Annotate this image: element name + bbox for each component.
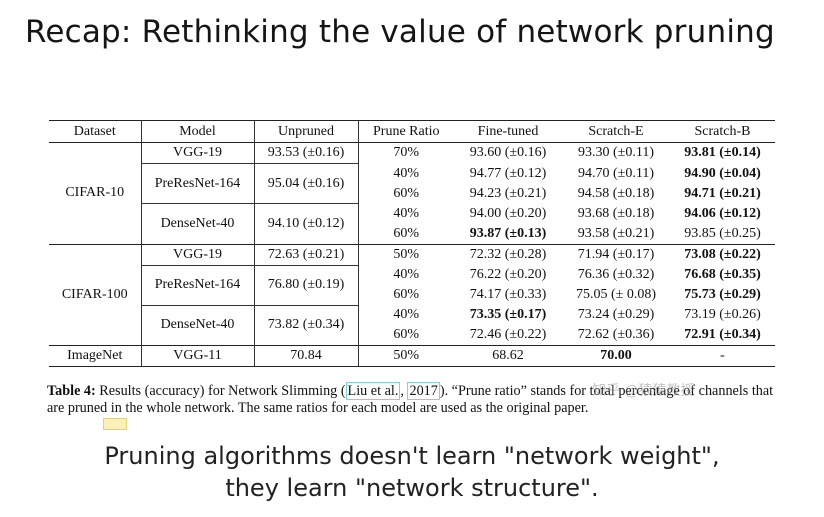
table-row: 60% 72.46 (±0.22) 72.62 (±0.36) 72.91 (±0.3… (49, 325, 775, 346)
cell-model: PreResNet-164 (141, 264, 255, 305)
cell-scratch-e: 71.94 (±0.17) (562, 243, 670, 265)
header-prune-ratio: Prune Ratio (373, 123, 440, 139)
cell-model: VGG-19 (141, 243, 255, 265)
cell-scratch-e: 93.68 (±0.18) (577, 205, 655, 221)
cell-scratch-b: 76.68 (±0.35) (684, 267, 761, 282)
citation-year-link[interactable]: 2017 (407, 382, 440, 400)
cell-dataset: ImageNet (49, 345, 142, 367)
cell-scratch-b: 72.91 (±0.34) (684, 327, 761, 342)
table-row: CIFAR-100 VGG-19 72.63 (±0.21) 50% 72.32 (±0… (49, 243, 775, 346)
cell-scratch-e: 94.70 (±0.11) (578, 165, 654, 181)
cell-scratch-e: 75.05 (± 0.08) (575, 287, 656, 302)
cell-prune-ratio: 40% (393, 165, 420, 181)
cell-unpruned: 95.04 (±0.16) (254, 163, 359, 204)
cell-prune-ratio: 60% (393, 287, 420, 302)
cell-scratch-e: 73.24 (±0.29) (577, 307, 655, 322)
citation-author-link[interactable]: Liu et al. (345, 382, 401, 400)
citation-separator: , (400, 383, 408, 399)
cell-prune-ratio: 70% (393, 145, 420, 161)
table-row: DenseNet-40 94.10 (±0.12) 40% 94.00 (±0.20)… (49, 203, 775, 244)
cell-unpruned: 70.84 (254, 345, 359, 367)
cell-scratch-b: 94.06 (±0.12) (684, 205, 761, 221)
cell-fine-tuned: 68.62 (454, 345, 562, 367)
header-scratch-e: Scratch-E (588, 123, 644, 139)
table-row: 60% 93.87 (±0.13) 93.58 (±0.21) 93.85 (±0.2… (49, 224, 775, 245)
cell-scratch-b: 93.85 (±0.25) (684, 225, 761, 241)
cell-scratch-b: 73.19 (±0.26) (684, 307, 761, 322)
table-row: 60% 74.17 (±0.33) 75.05 (± 0.08) 75.73 (±0.… (49, 285, 775, 305)
cell-scratch-e: 93.58 (±0.21) (577, 225, 655, 241)
cell-fine-tuned: 93.87 (±0.13) (469, 225, 547, 241)
table-body: CIFAR-10 VGG-19 93.53 (±0.16) 70% 93.60 (±0.… (49, 142, 775, 367)
cell-unpruned: 73.82 (±0.34) (254, 304, 359, 346)
cell-scratch-b: 94.90 (±0.04) (684, 165, 761, 181)
header-scratch-b: Scratch-B (694, 123, 751, 139)
takeaway-text: Pruning algorithms doesn't learn "networ… (104, 442, 720, 502)
header-model: Model (141, 120, 255, 143)
watermark: 知乎 @猿猿教授 (592, 383, 695, 399)
cell-fine-tuned: 94.77 (±0.12) (469, 165, 547, 181)
cell-scratch-b: 93.81 (±0.14) (684, 145, 761, 161)
table-row: 60% 94.23 (±0.21) 94.58 (±0.18) 94.71 (±0.2… (49, 184, 775, 204)
cell-scratch-e: 72.62 (±0.36) (577, 327, 655, 342)
cell-prune-ratio: 50% (358, 345, 454, 367)
table-row: DenseNet-40 73.82 (±0.34) 40% 73.35 (±0.17)… (49, 304, 775, 346)
caption-text-after: ). “Prune ratio” stands for total percen… (47, 383, 774, 416)
cell-model: DenseNet-40 (141, 304, 255, 346)
header-unpruned: Unpruned (254, 120, 359, 143)
table-header-row: Dataset Model Unpruned Prune Ratio Fine-… (49, 120, 775, 143)
table-row: ImageNet VGG-11 70.84 50% 68.62 70.00- (49, 345, 775, 367)
cell-scratch-e: 76.36 (±0.32) (577, 267, 655, 282)
slide-title: Recap: Rethinking the value of network p… (25, 14, 775, 50)
annotation-note-marker[interactable] (103, 418, 127, 430)
cell-unpruned: 76.80 (±0.19) (254, 264, 359, 305)
cell-prune-ratio: 60% (393, 225, 420, 241)
cell-fine-tuned: 73.35 (±0.17) (469, 307, 547, 322)
cell-fine-tuned: 72.46 (±0.22) (469, 327, 547, 342)
cell-scratch-e: 93.30 (±0.11) (578, 145, 654, 161)
results-table: Dataset Model Unpruned Prune Ratio Fine-… (49, 120, 775, 367)
cell-model: VGG-19 (141, 142, 255, 164)
cell-prune-ratio: 60% (393, 185, 420, 201)
table-row: CIFAR-10 VGG-19 93.53 (±0.16) 70% 93.60 (±0.… (49, 142, 775, 244)
table-caption: Table 4: Results (accuracy) for Network … (47, 382, 787, 417)
header-fine-tuned: Fine-tuned (477, 123, 539, 139)
table-row: PreResNet-164 95.04 (±0.16) 40% 94.77 (±0.1… (49, 163, 775, 204)
cell-unpruned: 72.63 (±0.21) (254, 243, 359, 265)
cell-prune-ratio: 40% (393, 307, 420, 322)
cell-model: PreResNet-164 (141, 163, 255, 204)
cell-scratch-e: 94.58 (±0.18) (577, 185, 655, 201)
cell-fine-tuned: 74.17 (±0.33) (469, 287, 547, 302)
cell-scratch-b: 73.08 (±0.22) (670, 243, 775, 265)
cell-scratch-e: 70.00 (562, 345, 670, 367)
table-row: PreResNet-164 76.80 (±0.19) 40% 76.22 (±0.2… (49, 264, 775, 305)
cell-fine-tuned: 93.60 (±0.16) (469, 145, 547, 161)
cell-model: VGG-11 (141, 345, 255, 367)
cell-fine-tuned: 94.23 (±0.21) (469, 185, 547, 201)
cell-fine-tuned: 94.00 (±0.20) (469, 205, 547, 221)
cell-scratch-b: - (670, 345, 775, 367)
header-dataset: Dataset (49, 120, 142, 143)
cell-prune-ratio: 50% (358, 243, 454, 265)
caption-label: Table 4: (47, 383, 96, 399)
cell-prune-ratio: 40% (393, 267, 420, 282)
cell-fine-tuned: 72.32 (±0.28) (454, 243, 562, 265)
cell-unpruned: 94.10 (±0.12) (254, 203, 359, 244)
cell-fine-tuned: 76.22 (±0.20) (469, 267, 547, 282)
cell-prune-ratio: 40% (393, 205, 420, 221)
cell-dataset: CIFAR-100 (49, 243, 142, 346)
cell-prune-ratio: 60% (393, 327, 420, 342)
cell-scratch-b: 94.71 (±0.21) (684, 185, 761, 201)
caption-text-before: Results (accuracy) for Network Slimming … (95, 383, 346, 399)
cell-dataset: CIFAR-10 (49, 142, 142, 244)
cell-scratch-b: 75.73 (±0.29) (684, 287, 761, 302)
cell-model: DenseNet-40 (141, 203, 255, 244)
cell-unpruned: 93.53 (±0.16) (254, 142, 359, 164)
